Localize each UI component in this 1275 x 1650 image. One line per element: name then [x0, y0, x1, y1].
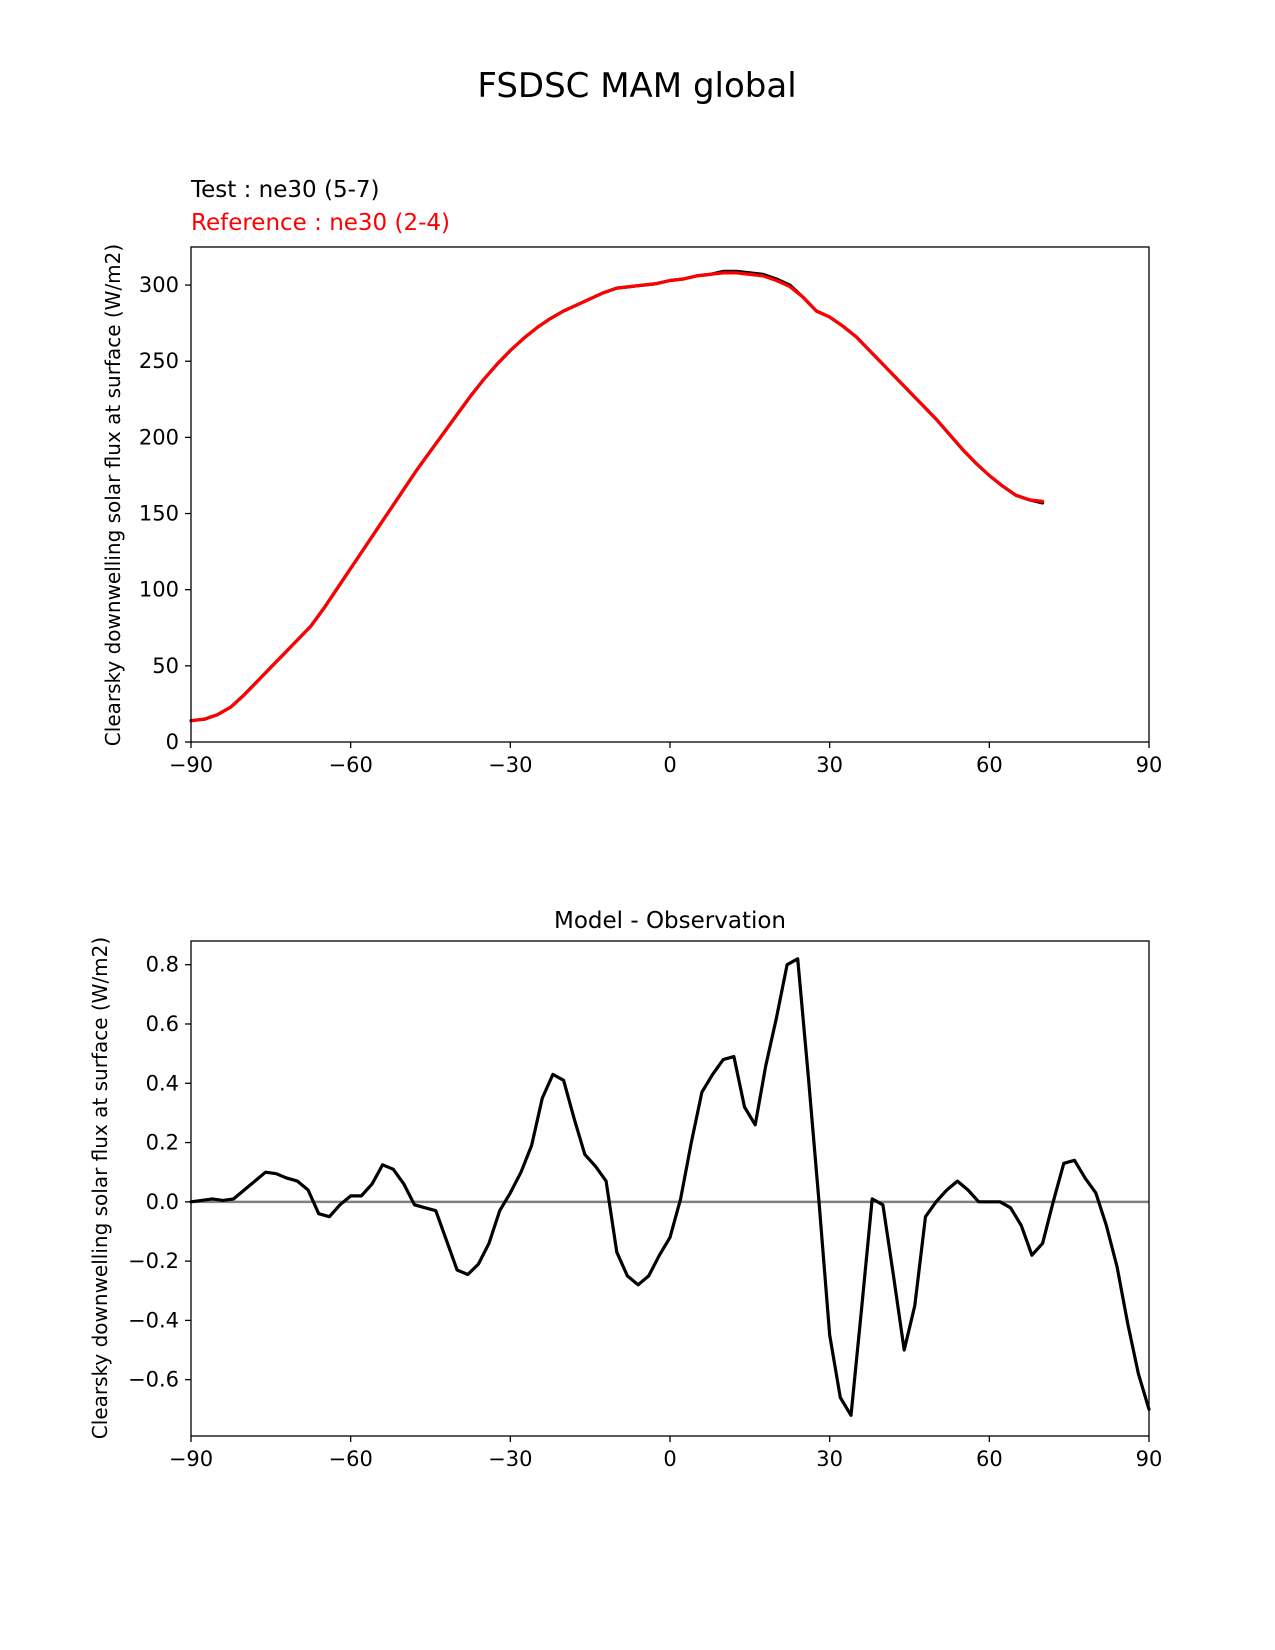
top-y-tick-label: 200 — [139, 425, 179, 449]
bottom-plot-frame — [190, 940, 1150, 1437]
bottom-y-tick-label: 0.0 — [146, 1190, 179, 1214]
bottom-x-tick-label: 90 — [1136, 1447, 1163, 1471]
top-y-axis-label: Clearsky downwelling solar flux at surfa… — [101, 244, 125, 746]
reference-series-line — [189, 271, 1045, 723]
top-y-axis: 0 50 100 150 200 250 300 — [139, 273, 191, 754]
test-series-line — [189, 269, 1045, 723]
bottom-panel: Model - Observation Clearsky downwelling… — [88, 908, 1162, 1471]
top-x-tick-label: −90 — [169, 753, 213, 777]
top-x-tick-label: 0 — [663, 753, 676, 777]
top-panel: Test : ne30 (5-7) Reference : ne30 (2-4)… — [101, 177, 1162, 777]
bottom-y-axis-label: Clearsky downwelling solar flux at surfa… — [88, 937, 112, 1439]
top-y-tick-label: 0 — [166, 730, 179, 754]
bottom-y-tick-label: 0.8 — [146, 953, 179, 977]
bottom-x-tick-label: −90 — [169, 1447, 213, 1471]
figure-title: FSDSC MAM global — [477, 66, 796, 106]
bottom-y-tick-label: 0.2 — [146, 1131, 179, 1155]
test-legend-label: Test : ne30 (5-7) — [190, 177, 379, 203]
bottom-x-tick-label: −30 — [488, 1447, 532, 1471]
top-x-tick-label: −60 — [329, 753, 373, 777]
bottom-y-tick-label: −0.6 — [128, 1368, 179, 1392]
bottom-x-tick-label: 60 — [976, 1447, 1003, 1471]
top-x-tick-label: 30 — [816, 753, 843, 777]
top-y-tick-label: 50 — [152, 654, 179, 678]
bottom-y-tick-label: −0.2 — [128, 1249, 179, 1273]
bottom-y-tick-label: 0.4 — [146, 1071, 179, 1095]
top-y-tick-label: 150 — [139, 502, 179, 526]
top-y-tick-label: 250 — [139, 349, 179, 373]
bottom-y-axis: −0.6 −0.4 −0.2 0.0 0.2 0.4 0.6 0.8 — [128, 953, 191, 1392]
top-x-tick-label: 60 — [976, 753, 1003, 777]
top-y-tick-label: 300 — [139, 273, 179, 297]
top-plot-lines — [189, 269, 1045, 723]
top-x-axis: −90 −60 −30 0 30 60 90 — [169, 742, 1163, 777]
difference-series-line — [189, 957, 1151, 1417]
bottom-x-axis: −90 −60 −30 0 30 60 90 — [169, 1436, 1163, 1471]
top-x-tick-label: 90 — [1136, 753, 1163, 777]
top-plot-frame — [190, 246, 1150, 743]
bottom-y-tick-label: 0.6 — [146, 1012, 179, 1036]
bottom-plot-title: Model - Observation — [554, 908, 786, 934]
top-x-tick-label: −30 — [488, 753, 532, 777]
top-y-tick-label: 100 — [139, 578, 179, 602]
reference-legend-label: Reference : ne30 (2-4) — [191, 210, 450, 236]
bottom-x-tick-label: 30 — [816, 1447, 843, 1471]
bottom-x-tick-label: 0 — [663, 1447, 676, 1471]
bottom-y-tick-label: −0.4 — [128, 1308, 179, 1332]
bottom-plot-lines — [189, 957, 1151, 1417]
bottom-x-tick-label: −60 — [329, 1447, 373, 1471]
